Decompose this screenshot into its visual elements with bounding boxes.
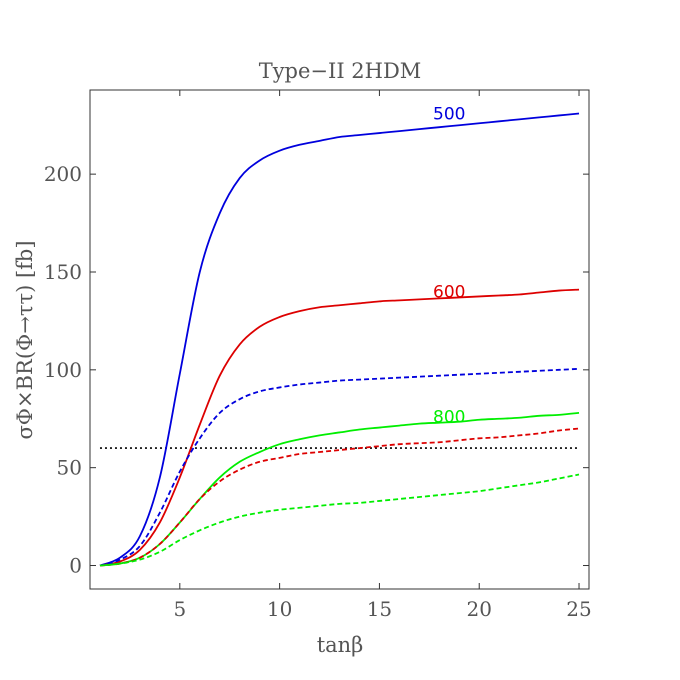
annotation-600: 600	[433, 282, 465, 302]
x-tick-label: 25	[566, 597, 591, 621]
y-axis-label: σΦ×BR(Φ→ττ) [fb]	[13, 240, 37, 439]
annotations-group: 500 600 800	[433, 104, 465, 427]
y-tick-label: 200	[44, 162, 82, 186]
series-blue-solid	[99, 112, 580, 567]
series-red-solid	[99, 288, 580, 567]
x-axis: 5 10 15 20 25	[173, 90, 592, 621]
annotation-800: 800	[433, 408, 465, 428]
x-tick-label: 20	[466, 597, 491, 621]
x-tick-label: 10	[267, 597, 292, 621]
y-tick-label: 100	[44, 358, 82, 382]
series-green-solid	[99, 411, 580, 567]
y-tick-label: 0	[69, 554, 82, 578]
plot-frame	[89, 89, 590, 590]
annotation-500: 500	[433, 104, 465, 124]
x-tick-label: 5	[173, 597, 186, 621]
x-axis-label: tanβ	[317, 633, 364, 657]
y-tick-label: 50	[57, 456, 82, 480]
y-axis: 0 50 100 150 200	[44, 162, 589, 578]
chart-title: Type−II 2HDM	[259, 59, 422, 83]
series-blue-dashed	[99, 367, 580, 567]
series-green-dashed	[99, 473, 580, 567]
x-tick-label: 15	[367, 597, 392, 621]
series-group	[99, 112, 580, 567]
y-tick-label: 150	[44, 260, 82, 284]
